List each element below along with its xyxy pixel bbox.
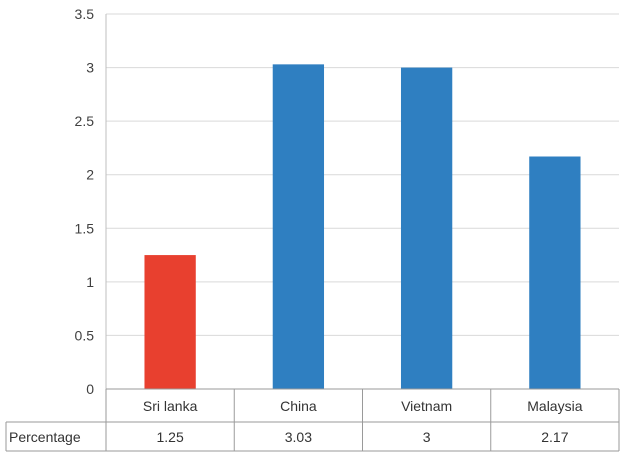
y-tick-label: 3 <box>86 60 94 76</box>
data-label: 3.03 <box>285 429 312 445</box>
y-tick-label: 1 <box>86 274 94 290</box>
y-tick-label: 2.5 <box>75 113 95 129</box>
category-label: Vietnam <box>401 398 452 414</box>
bar-malaysia <box>529 156 581 389</box>
bar-sri-lanka <box>144 255 196 389</box>
data-label: 3 <box>423 429 431 445</box>
data-label: 1.25 <box>157 429 184 445</box>
series-label: Percentage <box>9 429 81 445</box>
category-label: Sri lanka <box>143 398 198 414</box>
bar-vietnam <box>400 67 453 390</box>
category-label: China <box>280 398 317 414</box>
y-tick-label: 0.5 <box>75 327 95 343</box>
bar-china <box>272 64 325 389</box>
y-tick-label: 3.5 <box>75 6 95 22</box>
y-tick-label: 2 <box>86 167 94 183</box>
y-tick-label: 1.5 <box>75 220 95 236</box>
category-label: Malaysia <box>527 398 582 414</box>
data-label: 2.17 <box>541 429 568 445</box>
y-tick-label: 0 <box>86 381 94 397</box>
